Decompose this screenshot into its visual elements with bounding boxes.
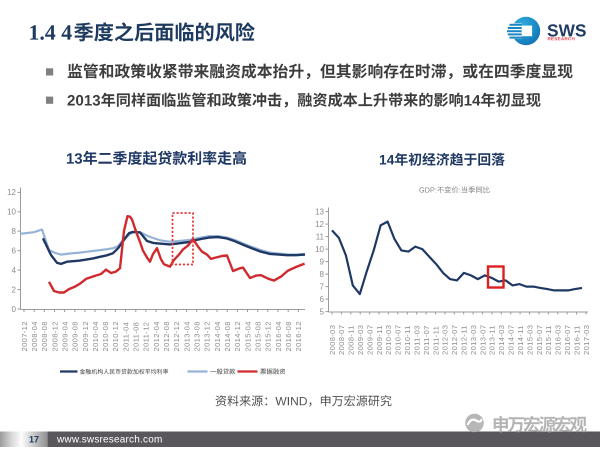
svg-text:2011-12: 2011-12: [142, 322, 151, 352]
svg-text:8: 8: [320, 270, 325, 279]
svg-text:2010-08: 2010-08: [101, 321, 110, 351]
svg-text:2015-11: 2015-11: [544, 325, 553, 355]
svg-text:9: 9: [320, 257, 325, 266]
svg-text:2011-03: 2011-03: [413, 325, 422, 355]
svg-text:2009-11: 2009-11: [375, 325, 384, 355]
svg-text:2014-03: 2014-03: [497, 325, 506, 355]
svg-text:2008-03: 2008-03: [328, 325, 337, 355]
svg-text:2014-04: 2014-04: [213, 321, 222, 351]
svg-text:12: 12: [7, 188, 16, 197]
svg-text:2016-07: 2016-07: [563, 325, 572, 355]
svg-text:10: 10: [7, 208, 16, 217]
svg-text:2010-07: 2010-07: [394, 325, 403, 355]
svg-text:6: 6: [12, 247, 17, 256]
svg-text:2008-04: 2008-04: [30, 321, 39, 351]
svg-text:17: 17: [29, 434, 39, 444]
svg-text:2008-07: 2008-07: [337, 325, 346, 355]
svg-text:2011-11: 2011-11: [431, 326, 440, 355]
svg-text:2012-11: 2012-11: [460, 325, 469, 355]
svg-text:2013-03: 2013-03: [469, 325, 478, 355]
svg-text:2017-03: 2017-03: [582, 325, 591, 355]
svg-text:2012-07: 2012-07: [450, 325, 459, 355]
svg-text:12: 12: [315, 220, 324, 229]
svg-text:2011-07: 2011-07: [422, 325, 431, 355]
svg-text:2008-08: 2008-08: [40, 321, 49, 351]
svg-text:2008-12: 2008-12: [50, 321, 59, 351]
svg-text:2015-03: 2015-03: [525, 325, 534, 355]
svg-text:2009-12: 2009-12: [81, 321, 90, 351]
svg-text:2014-07: 2014-07: [507, 325, 516, 355]
svg-text:2009-03: 2009-03: [356, 325, 365, 355]
svg-text:2010-03: 2010-03: [384, 325, 393, 355]
svg-text:2010-11: 2010-11: [403, 325, 412, 355]
svg-text:2011-08: 2011-08: [132, 322, 141, 352]
svg-text:2013-04: 2013-04: [182, 321, 191, 351]
svg-text:7: 7: [320, 282, 325, 291]
svg-text:2: 2: [12, 285, 17, 294]
svg-text:2013-08: 2013-08: [193, 321, 202, 351]
svg-text:2009-07: 2009-07: [365, 325, 374, 355]
svg-text:4: 4: [12, 266, 17, 275]
svg-text:2013-12: 2013-12: [203, 321, 212, 351]
svg-text:2016-11: 2016-11: [572, 325, 581, 355]
svg-text:2013-11: 2013-11: [488, 325, 497, 355]
svg-text:2015-07: 2015-07: [535, 325, 544, 355]
svg-text:2010-12: 2010-12: [111, 321, 120, 351]
svg-text:www.swsresearch.com: www.swsresearch.com: [56, 435, 163, 446]
svg-text:2012-12: 2012-12: [172, 321, 181, 351]
svg-text:2013-07: 2013-07: [478, 325, 487, 355]
svg-text:5: 5: [320, 307, 325, 316]
svg-text:2016-03: 2016-03: [554, 325, 563, 355]
svg-text:2014-11: 2014-11: [516, 325, 525, 355]
svg-text:2010-04: 2010-04: [91, 321, 100, 351]
svg-text:2009-08: 2009-08: [71, 321, 80, 351]
svg-text:2015-08: 2015-08: [254, 321, 263, 351]
svg-text:10: 10: [315, 245, 324, 254]
svg-text:2016-04: 2016-04: [274, 321, 283, 351]
svg-text:2012-08: 2012-08: [162, 321, 171, 351]
svg-text:2014-12: 2014-12: [233, 321, 242, 351]
svg-text:2016-08: 2016-08: [284, 321, 293, 351]
svg-text:2008-11: 2008-11: [347, 325, 356, 355]
svg-text:2007-12: 2007-12: [20, 321, 29, 351]
svg-text:0: 0: [12, 305, 17, 314]
svg-text:2011-04: 2011-04: [121, 322, 130, 352]
svg-text:11: 11: [316, 232, 325, 241]
svg-text:2014-08: 2014-08: [223, 321, 232, 351]
svg-text:2016-12: 2016-12: [294, 321, 303, 351]
svg-text:2012-03: 2012-03: [441, 325, 450, 355]
svg-text:13: 13: [315, 207, 324, 216]
svg-text:6: 6: [320, 295, 325, 304]
svg-text:2015-04: 2015-04: [243, 321, 252, 351]
svg-text:2009-04: 2009-04: [60, 321, 69, 351]
svg-text:8: 8: [12, 227, 17, 236]
svg-text:2015-12: 2015-12: [264, 321, 273, 351]
svg-text:2012-04: 2012-04: [152, 321, 161, 351]
